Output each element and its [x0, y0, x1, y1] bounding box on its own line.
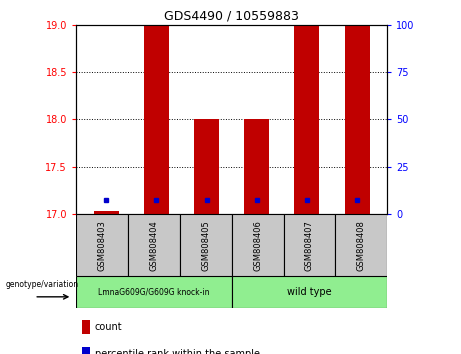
Text: GSM808407: GSM808407: [305, 220, 314, 270]
Bar: [76, 276, 231, 308]
Bar: [336, 214, 387, 276]
Text: GSM808405: GSM808405: [201, 220, 210, 270]
Text: percentile rank within the sample: percentile rank within the sample: [95, 349, 260, 354]
Bar: [82, 347, 90, 354]
Text: wild type: wild type: [287, 287, 332, 297]
Text: LmnaG609G/G609G knock-in: LmnaG609G/G609G knock-in: [98, 287, 210, 297]
Title: GDS4490 / 10559883: GDS4490 / 10559883: [164, 9, 299, 22]
Bar: [180, 214, 231, 276]
Text: count: count: [95, 322, 122, 332]
Bar: [295, 25, 319, 214]
Bar: [284, 214, 335, 276]
Bar: [144, 25, 169, 214]
Bar: [128, 214, 180, 276]
Bar: [94, 211, 119, 214]
Text: GSM808404: GSM808404: [149, 220, 159, 270]
Text: GSM808406: GSM808406: [253, 220, 262, 270]
Bar: [231, 276, 387, 308]
Bar: [344, 25, 370, 214]
Bar: [244, 120, 269, 214]
Bar: [82, 320, 90, 333]
Text: GSM808403: GSM808403: [97, 220, 106, 270]
Text: GSM808408: GSM808408: [357, 220, 366, 270]
Bar: [231, 214, 284, 276]
Text: genotype/variation: genotype/variation: [6, 280, 79, 289]
Bar: [194, 120, 219, 214]
Bar: [76, 214, 128, 276]
